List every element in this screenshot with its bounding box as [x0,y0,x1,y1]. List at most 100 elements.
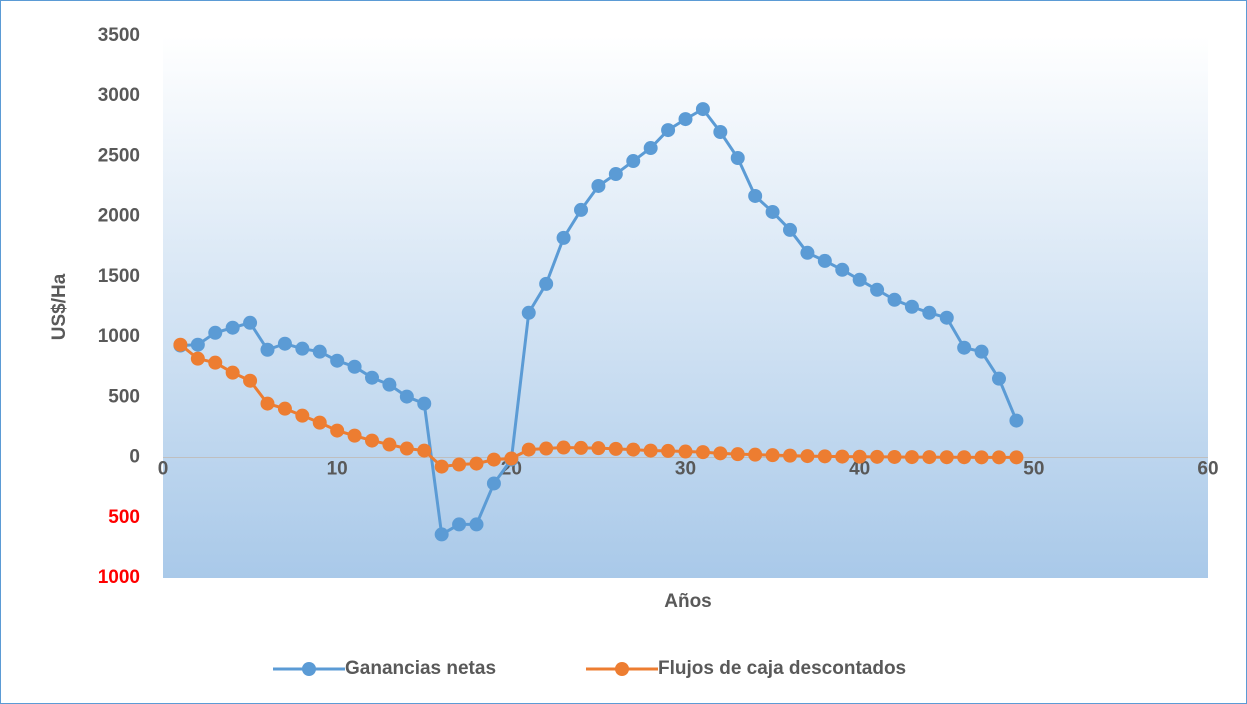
data-point [713,124,728,139]
data-point [347,359,362,374]
data-point [260,396,275,411]
data-point [312,344,327,359]
y-axis-label: US$/Ha [49,273,70,340]
data-point [417,396,432,411]
data-point [382,437,397,452]
data-point [626,154,641,169]
y-tick-label: 2500 [98,145,140,166]
y-tick-label: 3000 [98,85,140,106]
data-point [539,276,554,291]
legend-label: Ganancias netas [345,658,496,679]
data-point [190,337,205,352]
data-point [852,449,867,464]
data-point [887,449,902,464]
y-tick-label: 500 [108,386,140,407]
data-point [957,340,972,355]
data-point [504,451,519,466]
data-point [1009,450,1024,465]
y-tick-label: 2000 [98,206,140,227]
data-point [974,450,989,465]
data-point [347,428,362,443]
data-point [904,299,919,314]
data-point [661,443,676,458]
data-point [434,459,449,474]
data-point [957,450,972,465]
data-point [800,245,815,260]
data-point [974,344,989,359]
data-point [730,447,745,462]
data-point [190,351,205,366]
data-point [277,336,292,351]
data-point [939,310,954,325]
data-point [417,443,432,458]
x-tick-label: 0 [158,459,169,480]
y-tick-label: 3500 [98,25,140,46]
data-point [225,365,240,380]
data-point [399,389,414,404]
data-point [469,517,484,532]
data-point [992,450,1006,465]
data-point [765,204,780,219]
y-tick-label: 1500 [98,266,140,287]
data-point [643,443,658,458]
data-point [295,408,310,423]
data-point [608,167,623,182]
data-point [783,448,797,463]
data-point [330,353,345,368]
data-point [643,141,658,156]
x-axis-label: Años [664,591,712,612]
plot-area [163,36,1208,578]
data-point [208,355,223,370]
data-point [469,456,484,471]
x-tick-label: 10 [327,459,348,480]
data-point [295,341,310,356]
data-point [225,320,240,335]
data-point [748,188,763,203]
legend-marker [615,662,629,676]
data-point [382,377,397,392]
data-point [521,305,536,320]
data-point [783,222,797,237]
data-point [695,102,710,117]
data-point [486,476,501,491]
data-point [695,445,710,460]
data-point [434,527,449,542]
legend-label: Flujos de caja descontados [658,658,906,679]
data-point [608,441,623,456]
data-point [312,415,327,430]
y-tick-label: 0 [129,447,140,468]
data-point [922,450,937,465]
data-point [835,262,850,277]
data-point [852,272,867,287]
data-point [574,202,588,217]
data-point [574,440,588,455]
data-point [939,450,954,465]
data-point [539,441,554,456]
legend-marker [302,662,316,676]
data-point [765,448,780,463]
data-point [678,112,693,127]
data-point [922,305,937,320]
data-point [330,423,345,438]
data-point [713,446,728,461]
data-point [870,282,885,297]
data-point [817,449,832,464]
x-tick-label: 40 [849,459,870,480]
y-tick-label: 500 [108,507,140,528]
data-point [208,325,223,340]
data-point [277,401,292,416]
data-point [243,315,258,330]
data-point [1009,413,1024,428]
data-point [260,342,275,357]
data-point [452,517,467,532]
data-point [243,373,258,388]
y-tick-label: 1000 [98,326,140,347]
x-tick-label: 50 [1023,459,1044,480]
data-point [591,441,606,456]
data-point [748,447,763,462]
data-point [486,452,501,467]
data-point [904,450,919,465]
data-point [556,440,571,455]
data-point [870,449,885,464]
